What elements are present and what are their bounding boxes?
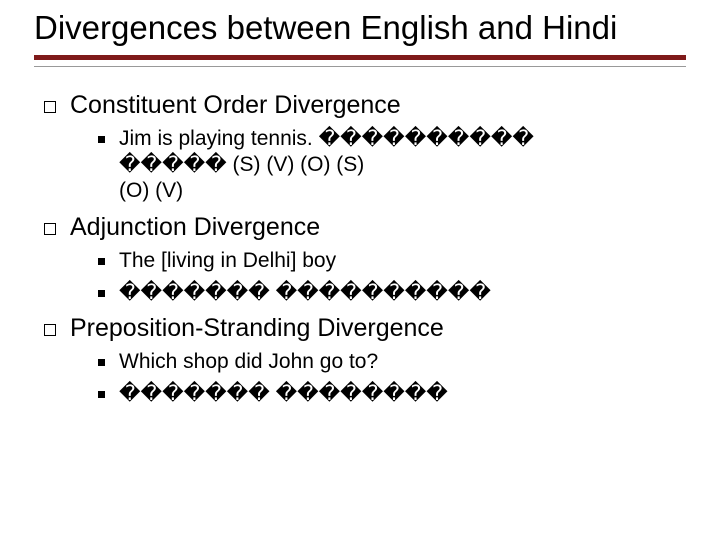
item-line: ����� (S) (V) (O) (S) <box>119 153 364 176</box>
hollow-square-icon <box>44 101 56 113</box>
item-text: Jim is playing tennis. ���������� ����� … <box>119 126 534 205</box>
section-heading: Constituent Order Divergence <box>44 91 686 120</box>
hollow-square-icon <box>44 324 56 336</box>
slide-container: Divergences between English and Hindi Co… <box>0 0 720 540</box>
section-heading: Preposition-Stranding Divergence <box>44 314 686 343</box>
list-item: ������� ���������� <box>98 280 686 306</box>
list-item: The [living in Delhi] boy <box>98 248 686 274</box>
section-heading: Adjunction Divergence <box>44 213 686 242</box>
heading-text: Constituent Order Divergence <box>70 91 401 120</box>
item-line: Jim is playing tennis. ���������� <box>119 127 534 150</box>
title-accent-bar <box>34 55 686 67</box>
list-item: ������� �������� <box>98 381 686 407</box>
filled-square-icon <box>98 258 105 265</box>
item-text: Which shop did John go to? <box>119 349 378 375</box>
list-item: Jim is playing tennis. ���������� ����� … <box>98 126 686 205</box>
list-item: Which shop did John go to? <box>98 349 686 375</box>
filled-square-icon <box>98 290 105 297</box>
filled-square-icon <box>98 391 105 398</box>
heading-text: Preposition-Stranding Divergence <box>70 314 444 343</box>
hollow-square-icon <box>44 223 56 235</box>
filled-square-icon <box>98 136 105 143</box>
filled-square-icon <box>98 359 105 366</box>
item-text: ������� ���������� <box>119 280 491 306</box>
item-text: The [living in Delhi] boy <box>119 248 336 274</box>
heading-text: Adjunction Divergence <box>70 213 320 242</box>
item-text: ������� �������� <box>119 381 448 407</box>
slide-title: Divergences between English and Hindi <box>34 10 686 47</box>
item-line: (O) (V) <box>119 179 183 202</box>
